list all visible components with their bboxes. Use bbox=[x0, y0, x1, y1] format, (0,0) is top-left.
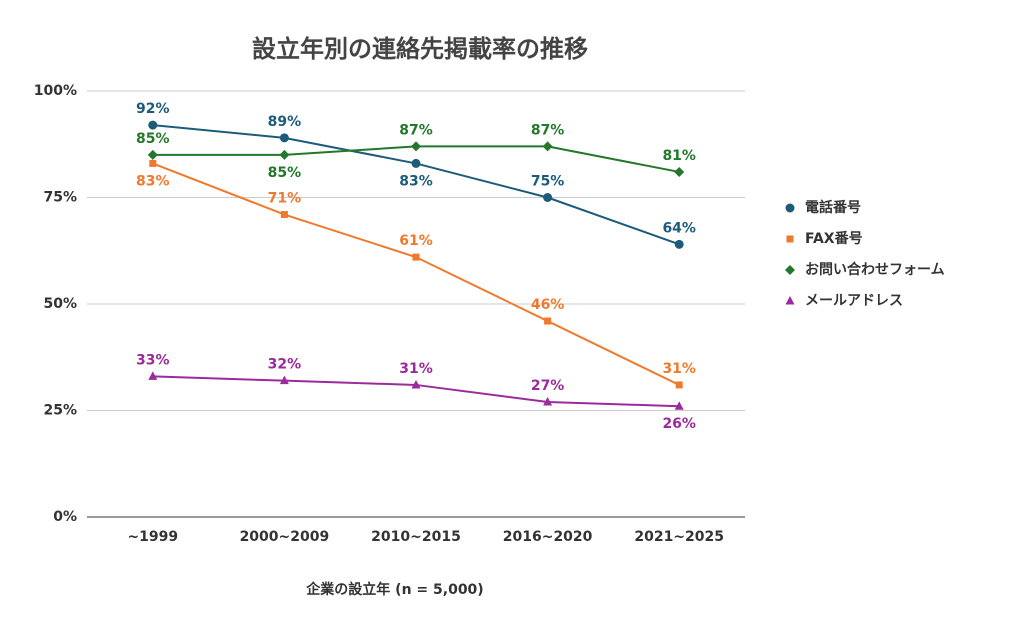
y-tick-label: 0% bbox=[53, 509, 77, 525]
data-label: 87% bbox=[531, 122, 565, 138]
legend-marker bbox=[785, 296, 795, 305]
data-point bbox=[148, 120, 158, 130]
data-point bbox=[674, 166, 685, 177]
data-label: 92% bbox=[136, 101, 170, 117]
x-tick-label: 2021~2025 bbox=[634, 529, 724, 545]
data-label: 83% bbox=[136, 173, 170, 189]
data-point bbox=[411, 379, 421, 389]
data-point bbox=[411, 141, 421, 152]
data-label: 33% bbox=[136, 352, 170, 368]
data-label: 87% bbox=[399, 122, 433, 138]
data-point bbox=[674, 239, 684, 249]
data-label: 46% bbox=[531, 297, 565, 313]
y-tick-label: 75% bbox=[43, 190, 77, 206]
data-point bbox=[147, 149, 158, 160]
data-point bbox=[544, 317, 552, 325]
data-point bbox=[675, 381, 683, 389]
data-label: 27% bbox=[531, 378, 565, 394]
data-label: 89% bbox=[268, 114, 302, 130]
data-point bbox=[148, 371, 158, 380]
data-label: 31% bbox=[399, 361, 433, 377]
data-point bbox=[412, 253, 420, 261]
legend-marker bbox=[785, 203, 795, 213]
series-line bbox=[152, 162, 680, 386]
chart-title: 設立年別の連絡先掲載率の推移 bbox=[252, 35, 588, 63]
data-point bbox=[543, 193, 553, 202]
x-tick-label: 2016~2020 bbox=[503, 529, 593, 545]
data-label: 71% bbox=[268, 191, 302, 207]
data-label: 83% bbox=[399, 173, 433, 189]
legend-label: 電話番号 bbox=[805, 199, 861, 216]
x-tick-label: 2000~2009 bbox=[240, 529, 330, 545]
data-point bbox=[280, 211, 288, 219]
y-tick-label: 25% bbox=[43, 403, 77, 419]
data-label: 61% bbox=[399, 233, 433, 249]
data-label: 32% bbox=[268, 357, 302, 373]
data-label: 85% bbox=[136, 131, 170, 147]
legend-label: FAX番号 bbox=[805, 230, 863, 247]
legend-label: お問い合わせフォーム bbox=[805, 261, 945, 278]
data-label: 81% bbox=[662, 148, 696, 164]
data-label: 31% bbox=[662, 361, 696, 377]
x-tick-label: ~1999 bbox=[127, 529, 178, 545]
legend-marker bbox=[785, 265, 795, 275]
x-axis-label: 企業の設立年 (n = 5,000) bbox=[305, 581, 483, 598]
data-point bbox=[279, 375, 289, 385]
x-tick-label: 2010~2015 bbox=[371, 529, 461, 545]
legend-label: メールアドレス bbox=[805, 293, 903, 309]
data-point bbox=[411, 158, 421, 168]
data-point bbox=[279, 149, 290, 160]
data-point bbox=[674, 401, 684, 410]
data-label: 75% bbox=[531, 174, 565, 190]
data-point bbox=[149, 159, 157, 167]
data-point bbox=[279, 133, 289, 143]
legend-marker bbox=[786, 235, 794, 243]
data-point bbox=[542, 141, 553, 152]
data-point bbox=[543, 396, 553, 406]
y-tick-label: 100% bbox=[34, 83, 77, 99]
data-label: 85% bbox=[268, 165, 302, 181]
y-tick-label: 50% bbox=[43, 296, 77, 312]
data-label: 26% bbox=[662, 416, 696, 432]
data-label: 64% bbox=[662, 220, 696, 236]
